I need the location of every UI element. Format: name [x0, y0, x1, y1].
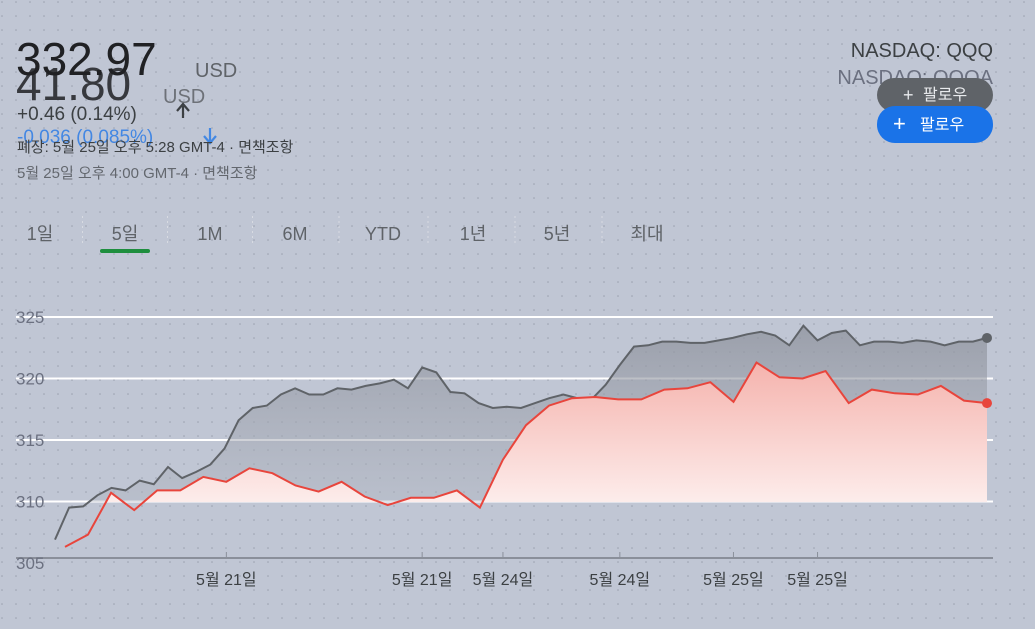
tab[interactable]: 1년 [460, 224, 487, 244]
currency: USD [163, 86, 205, 108]
line [64, 361, 988, 548]
button-label: 팔로우 [920, 116, 964, 134]
change: +0.46 (0.14%) [17, 104, 137, 125]
price: 41.80 [16, 58, 131, 110]
change: -0.036 (0.085%) [17, 127, 153, 148]
ticker: NASDAQ: QQQ [851, 40, 993, 62]
plus: + [893, 111, 906, 136]
up-arrow [176, 102, 190, 118]
y-tick-label: 310 [16, 492, 44, 511]
button-bg [877, 106, 993, 143]
y-tick-label: 305 [16, 554, 44, 573]
x-tick-label: 5월 25일 [787, 571, 848, 589]
tab[interactable]: YTD [365, 224, 401, 244]
timestamp: 5월 25일 오후 4:00 GMT-4 · 면책조항 [17, 165, 258, 182]
tab[interactable]: 5일 [112, 224, 139, 244]
end-dot [982, 332, 992, 343]
y-tick-label: 315 [16, 431, 44, 450]
price: 332.97 [16, 33, 157, 85]
tab[interactable]: 6M [282, 224, 307, 244]
tab[interactable]: 최대 [630, 224, 663, 244]
x-tick-label: 5월 25일 [703, 571, 764, 589]
button-bg [877, 78, 993, 112]
y-tick-label: 325 [16, 308, 44, 327]
line [54, 324, 988, 541]
x-tick-label: 5월 24일 [590, 571, 651, 589]
tab-indicator [100, 249, 150, 253]
y-tick-label: 320 [16, 370, 44, 389]
currency: USD [195, 60, 237, 82]
x-tick-label: 5월 21일 [392, 571, 453, 589]
tab[interactable]: 1일 [27, 224, 54, 244]
x-tick-label: 5월 24일 [473, 571, 534, 589]
end-dot [982, 398, 992, 409]
follow-button[interactable]: + 팔로우 [877, 106, 993, 143]
timestamp: 폐장: 5월 25일 오후 5:28 GMT-4 · 면책조항 [17, 139, 294, 156]
area [65, 362, 987, 502]
x-tick-label: 5월 21일 [196, 571, 257, 589]
plus: + [903, 85, 914, 105]
tab[interactable]: 1M [197, 224, 222, 244]
tab[interactable]: 5년 [544, 224, 571, 244]
follow-button[interactable]: + 팔로우 [877, 78, 993, 112]
button-label: 팔로우 [923, 86, 967, 104]
down-arrow [203, 128, 217, 145]
